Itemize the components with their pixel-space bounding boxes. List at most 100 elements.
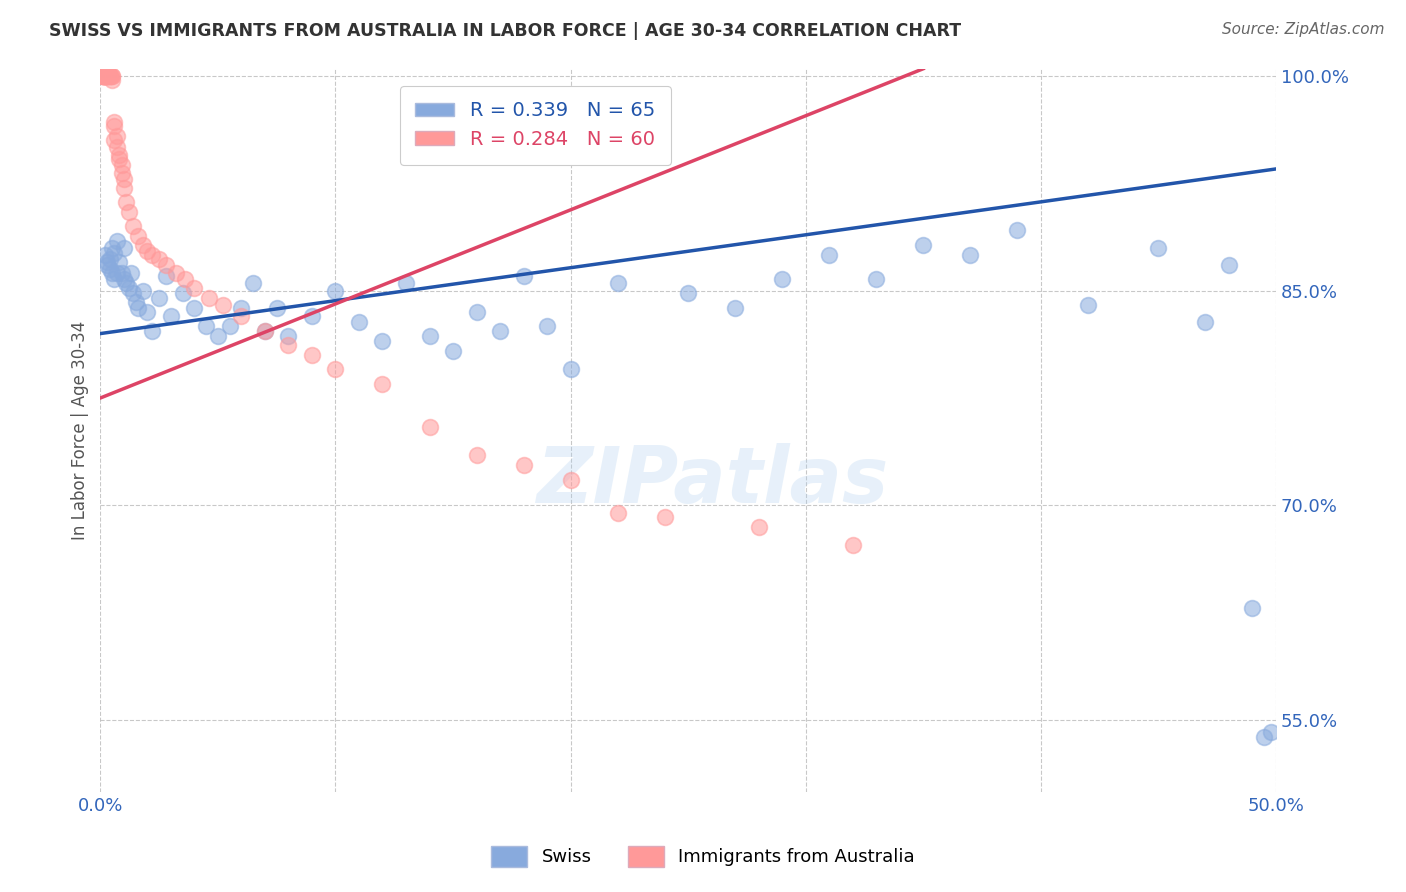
- Point: [301, 348, 323, 362]
- Point: [253, 324, 276, 338]
- Point: [242, 277, 264, 291]
- Point: [1147, 241, 1170, 255]
- Point: [94, 248, 117, 262]
- Point: [108, 152, 131, 166]
- Point: [197, 291, 219, 305]
- Point: [1218, 258, 1240, 272]
- Point: [1077, 298, 1099, 312]
- Point: [96, 69, 118, 83]
- Point: [959, 248, 981, 262]
- Point: [1194, 315, 1216, 329]
- Point: [91, 69, 114, 83]
- Point: [108, 255, 131, 269]
- Text: ZIPatlas: ZIPatlas: [536, 442, 887, 519]
- Point: [325, 284, 347, 298]
- Point: [560, 473, 582, 487]
- Point: [98, 69, 121, 83]
- Point: [371, 376, 394, 391]
- Point: [865, 272, 887, 286]
- Point: [253, 324, 276, 338]
- Point: [91, 69, 114, 83]
- Point: [160, 310, 183, 324]
- Point: [91, 69, 114, 83]
- Point: [148, 252, 170, 267]
- Point: [418, 329, 440, 343]
- Point: [277, 338, 299, 352]
- Point: [112, 180, 135, 194]
- Point: [112, 241, 135, 255]
- Point: [94, 69, 117, 83]
- Point: [96, 255, 118, 269]
- Point: [148, 291, 170, 305]
- Point: [1241, 601, 1264, 615]
- Point: [110, 166, 132, 180]
- Point: [115, 194, 138, 209]
- Point: [560, 362, 582, 376]
- Point: [103, 119, 125, 133]
- Point: [371, 334, 394, 348]
- Point: [103, 272, 125, 286]
- Point: [98, 252, 121, 267]
- Point: [127, 229, 149, 244]
- Point: [676, 286, 699, 301]
- Point: [105, 234, 128, 248]
- Text: SWISS VS IMMIGRANTS FROM AUSTRALIA IN LABOR FORCE | AGE 30-34 CORRELATION CHART: SWISS VS IMMIGRANTS FROM AUSTRALIA IN LA…: [49, 22, 962, 40]
- Point: [231, 310, 253, 324]
- Point: [105, 140, 128, 154]
- Point: [98, 262, 121, 277]
- Point: [141, 248, 163, 262]
- Point: [183, 301, 205, 315]
- Point: [110, 158, 132, 172]
- Point: [124, 295, 146, 310]
- Point: [94, 69, 117, 83]
- Point: [94, 69, 117, 83]
- Point: [1260, 724, 1282, 739]
- Point: [211, 298, 233, 312]
- Point: [218, 319, 240, 334]
- Point: [105, 267, 128, 281]
- Point: [842, 538, 865, 552]
- Point: [266, 301, 288, 315]
- Point: [101, 69, 124, 83]
- Point: [94, 69, 117, 83]
- Point: [465, 448, 488, 462]
- Point: [912, 237, 935, 252]
- Point: [465, 305, 488, 319]
- Point: [101, 73, 124, 87]
- Point: [207, 329, 229, 343]
- Point: [105, 128, 128, 143]
- Point: [103, 114, 125, 128]
- Point: [96, 69, 118, 83]
- Legend: R = 0.339   N = 65, R = 0.284   N = 60: R = 0.339 N = 65, R = 0.284 N = 60: [399, 86, 671, 164]
- Point: [115, 277, 138, 291]
- Point: [654, 509, 676, 524]
- Point: [122, 286, 145, 301]
- Point: [112, 272, 135, 286]
- Point: [325, 362, 347, 376]
- Point: [277, 329, 299, 343]
- Point: [103, 246, 125, 260]
- Point: [418, 419, 440, 434]
- Point: [98, 69, 121, 83]
- Point: [101, 241, 124, 255]
- Point: [395, 277, 418, 291]
- Point: [770, 272, 793, 286]
- Point: [183, 281, 205, 295]
- Point: [101, 267, 124, 281]
- Point: [231, 301, 253, 315]
- Point: [536, 319, 558, 334]
- Point: [117, 205, 139, 219]
- Point: [96, 69, 118, 83]
- Point: [131, 284, 153, 298]
- Point: [127, 301, 149, 315]
- Point: [155, 258, 177, 272]
- Point: [110, 267, 132, 281]
- Point: [748, 520, 770, 534]
- Legend: Swiss, Immigrants from Australia: Swiss, Immigrants from Australia: [484, 838, 922, 874]
- Point: [136, 244, 159, 258]
- Y-axis label: In Labor Force | Age 30-34: In Labor Force | Age 30-34: [72, 320, 89, 540]
- Point: [512, 458, 534, 473]
- Point: [117, 281, 139, 295]
- Point: [174, 272, 197, 286]
- Point: [112, 172, 135, 186]
